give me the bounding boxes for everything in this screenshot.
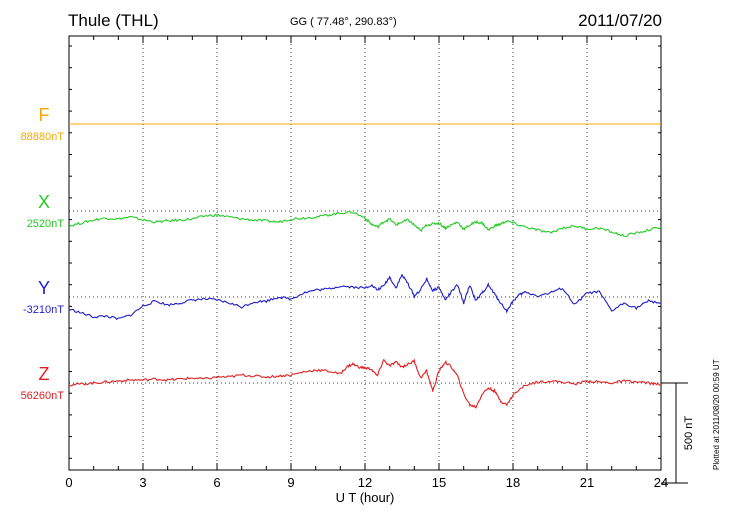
x-tick-label: 18 bbox=[506, 475, 520, 490]
series-baseline-f: 88880nT bbox=[21, 131, 65, 143]
plotted-timestamp: Plotted at 2011/08/20 00:59 UT bbox=[712, 359, 721, 470]
x-tick-label: 21 bbox=[580, 475, 594, 490]
series-baseline-y: -3210nT bbox=[23, 304, 64, 316]
series-name-y: Y bbox=[38, 278, 50, 298]
series-line-y bbox=[68, 273, 662, 321]
series-line-x bbox=[68, 210, 662, 238]
x-tick-label: 6 bbox=[213, 475, 220, 490]
date-label: 2011/07/20 bbox=[578, 11, 662, 30]
x-tick-label: 9 bbox=[287, 475, 294, 490]
station-title: Thule (THL) bbox=[68, 11, 159, 30]
series-baseline-x: 2520nT bbox=[27, 218, 65, 230]
x-tick-label: 15 bbox=[432, 475, 446, 490]
scale-bar-label: 500 nT bbox=[683, 416, 695, 451]
x-tick-label: 3 bbox=[139, 475, 146, 490]
series-baseline-z: 56260nT bbox=[21, 390, 65, 402]
x-tick-label: 12 bbox=[358, 475, 372, 490]
x-tick-label: 0 bbox=[65, 475, 72, 490]
x-axis-label: U T (hour) bbox=[336, 490, 395, 505]
series-name-f: F bbox=[39, 105, 50, 125]
series-name-x: X bbox=[38, 192, 50, 212]
series-name-z: Z bbox=[39, 364, 50, 384]
series-line-z bbox=[68, 358, 662, 409]
coordinates-label: GG ( 77.48°, 290.83°) bbox=[290, 16, 397, 28]
